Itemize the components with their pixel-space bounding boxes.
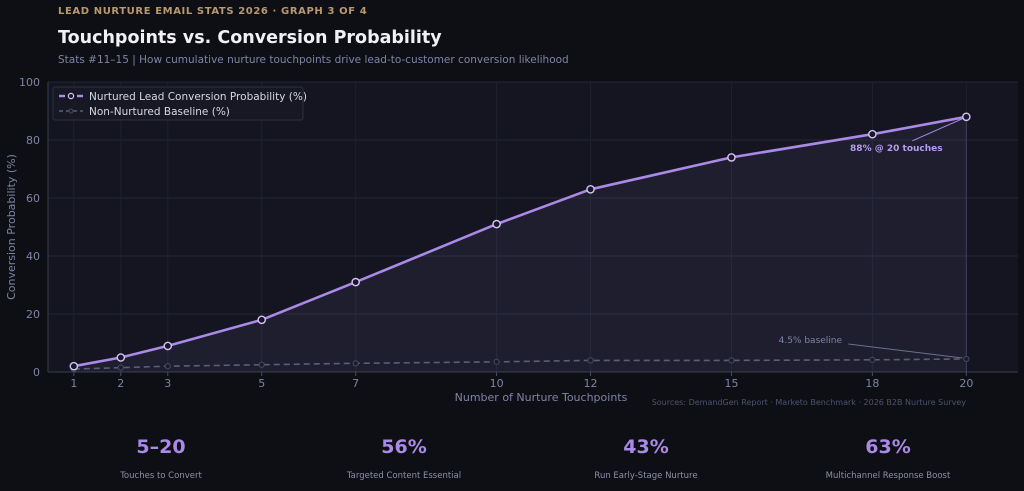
x-tick-label: 5 bbox=[258, 377, 265, 390]
annotation-peak: 88% @ 20 touches bbox=[850, 144, 943, 154]
x-tick-label: 2 bbox=[117, 377, 124, 390]
nurtured-area-fill bbox=[73, 116, 967, 372]
nurtured-point bbox=[727, 153, 736, 162]
nurtured-point bbox=[257, 315, 267, 325]
baseline-point bbox=[493, 358, 500, 365]
x-tick-label: 1 bbox=[70, 377, 77, 390]
y-tick-label: 80 bbox=[26, 134, 40, 147]
nurtured-point bbox=[351, 277, 360, 287]
baseline-point bbox=[728, 357, 735, 364]
source-note: Sources: DemandGen Report · Marketo Benc… bbox=[652, 398, 967, 407]
stat-value: 5–20 bbox=[136, 436, 186, 458]
y-axis-label: Conversion Probability (%) bbox=[5, 154, 18, 300]
nurtured-point bbox=[962, 112, 971, 122]
y-tick-label: 20 bbox=[26, 308, 40, 321]
y-tick-label: 60 bbox=[26, 192, 40, 205]
chart-subtitle: Stats #11–15 | How cumulative nurture to… bbox=[58, 54, 569, 66]
x-axis-label: Number of Nurture Touchpoints bbox=[455, 391, 628, 404]
baseline-point bbox=[117, 364, 124, 371]
eyebrow-label: LEAD NURTURE EMAIL STATS 2026 · GRAPH 3 … bbox=[58, 6, 368, 17]
x-tick-label: 10 bbox=[490, 377, 504, 390]
stat-value: 63% bbox=[865, 436, 911, 458]
baseline-point bbox=[587, 357, 594, 364]
annotation-arrow bbox=[848, 343, 963, 359]
nurtured-point bbox=[116, 353, 126, 362]
nurtured-point bbox=[868, 129, 877, 139]
stat-value: 43% bbox=[623, 436, 669, 458]
nurtured-point bbox=[69, 361, 79, 371]
legend-marker-nurtured bbox=[67, 92, 75, 100]
x-tick-label: 12 bbox=[584, 377, 598, 390]
baseline-point bbox=[352, 360, 359, 367]
stat-card: 63% Multichannel Response Boost bbox=[788, 436, 988, 481]
legend-box bbox=[52, 86, 304, 121]
legend-label-baseline: Non-Nurtured Baseline (%) bbox=[89, 106, 230, 118]
stat-label: Multichannel Response Boost bbox=[825, 471, 951, 481]
plot-area bbox=[48, 82, 1018, 372]
stat-value: 56% bbox=[381, 436, 427, 458]
baseline-series-line bbox=[73, 358, 967, 370]
stat-label: Targeted Content Essential bbox=[346, 471, 462, 481]
baseline-point bbox=[164, 363, 171, 370]
stat-label: Touches to Convert bbox=[120, 471, 202, 481]
baseline-point bbox=[869, 356, 876, 363]
nurtured-point bbox=[586, 184, 595, 194]
annotation-arrow bbox=[912, 118, 963, 142]
x-tick-label: 20 bbox=[959, 377, 973, 390]
baseline-point bbox=[258, 361, 265, 368]
stat-card: 43% Run Early-Stage Nurture bbox=[546, 436, 746, 481]
chart-title: Touchpoints vs. Conversion Probability bbox=[58, 28, 442, 48]
x-tick-label: 7 bbox=[352, 377, 359, 390]
y-tick-label: 100 bbox=[19, 76, 40, 89]
y-tick-label: 0 bbox=[33, 366, 40, 379]
x-tick-label: 3 bbox=[164, 377, 171, 390]
nurtured-point bbox=[492, 219, 501, 229]
legend-marker-baseline bbox=[68, 108, 74, 114]
x-tick-label: 18 bbox=[865, 377, 879, 390]
y-tick-label: 40 bbox=[26, 250, 40, 263]
legend-label-nurtured: Nurtured Lead Conversion Probability (%) bbox=[89, 91, 307, 103]
baseline-point bbox=[963, 355, 970, 363]
stat-card: 56% Targeted Content Essential bbox=[304, 436, 504, 481]
stat-label: Run Early-Stage Nurture bbox=[594, 471, 698, 481]
nurtured-point bbox=[163, 341, 173, 351]
stat-card: 5–20 Touches to Convert bbox=[61, 436, 261, 481]
annotation-baseline: 4.5% baseline bbox=[779, 336, 843, 346]
nurtured-series-line bbox=[73, 115, 967, 368]
x-tick-label: 15 bbox=[724, 377, 738, 390]
